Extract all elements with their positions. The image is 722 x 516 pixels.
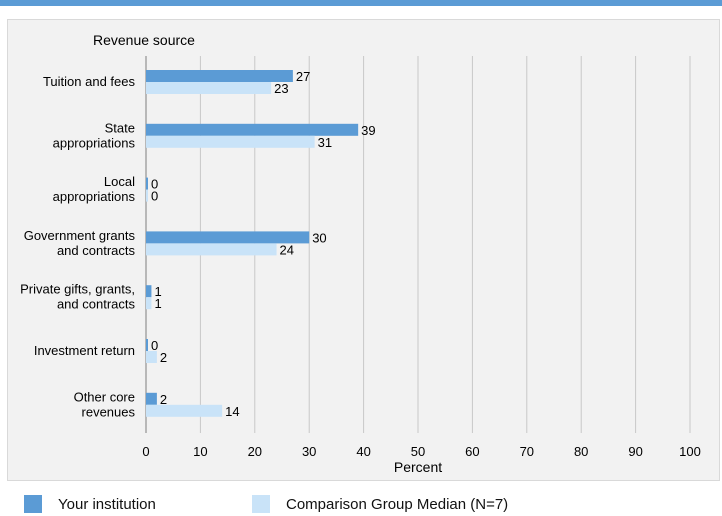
data-label: 30 [312, 230, 326, 245]
category-label: appropriations [53, 189, 136, 204]
bar-your-institution [146, 285, 152, 298]
data-label: 1 [154, 296, 161, 311]
bar-comparison-median [146, 243, 277, 256]
data-label: 24 [280, 242, 294, 257]
x-tick-label: 10 [193, 444, 207, 459]
bar-comparison-median [146, 351, 157, 363]
legend-label-your-institution: Your institution [58, 495, 156, 513]
x-tick-label: 50 [411, 444, 425, 459]
data-label: 0 [151, 189, 158, 204]
category-label: revenues [82, 404, 136, 419]
x-tick-label: 20 [248, 444, 262, 459]
y-axis-title: Revenue source [93, 32, 195, 48]
data-label: 27 [296, 69, 310, 84]
bar-comparison-median [146, 297, 152, 310]
top-accent-rule [0, 0, 722, 6]
x-tick-label: 30 [302, 444, 316, 459]
x-axis-title: Percent [394, 459, 442, 475]
category-label: and contracts [57, 297, 136, 312]
legend-label-comparison-group: Comparison Group Median (N=7) [286, 495, 509, 513]
legend-swatch-comparison-group [252, 495, 270, 513]
bar-comparison-median [146, 189, 148, 202]
data-label: 31 [318, 135, 332, 150]
data-label: 23 [274, 81, 288, 96]
x-tick-label: 90 [628, 444, 642, 459]
x-tick-label: 100 [679, 444, 701, 459]
bar-your-institution [146, 177, 148, 190]
data-label: 2 [160, 350, 167, 365]
data-label: 0 [151, 177, 158, 192]
data-label: 14 [225, 404, 239, 419]
category-label: and contracts [57, 243, 136, 258]
legend-swatch-your-institution [24, 495, 42, 513]
data-label: 1 [154, 284, 161, 299]
category-label: appropriations [53, 135, 136, 150]
legend-item-comparison-group: Comparison Group Median (N=7) [252, 494, 508, 514]
category-label: Other core [74, 389, 135, 404]
x-tick-label: 40 [356, 444, 370, 459]
data-label: 0 [151, 338, 158, 353]
x-tick-label: 70 [520, 444, 534, 459]
x-tick-label: 80 [574, 444, 588, 459]
x-tick-label: 60 [465, 444, 479, 459]
x-tick-label: 0 [142, 444, 149, 459]
category-label: Local [104, 174, 135, 189]
bar-your-institution [146, 392, 157, 405]
category-label: Investment return [34, 343, 135, 358]
bar-your-institution [146, 231, 310, 244]
category-label: Government grants [24, 228, 136, 243]
legend: Your institution Comparison Group Median… [0, 486, 722, 516]
bar-comparison-median [146, 82, 272, 94]
data-label: 2 [160, 392, 167, 407]
bar-your-institution [146, 70, 293, 82]
bar-your-institution [146, 123, 359, 136]
legend-item-your-institution: Your institution [24, 494, 156, 514]
category-label: Tuition and fees [43, 74, 136, 89]
bar-your-institution [146, 339, 148, 351]
bar-comparison-median [146, 135, 315, 148]
bars [146, 70, 359, 417]
bar-comparison-median [146, 404, 223, 417]
data-label: 39 [361, 123, 375, 138]
category-label: Private gifts, grants, [20, 282, 135, 297]
category-label: State [105, 120, 135, 135]
